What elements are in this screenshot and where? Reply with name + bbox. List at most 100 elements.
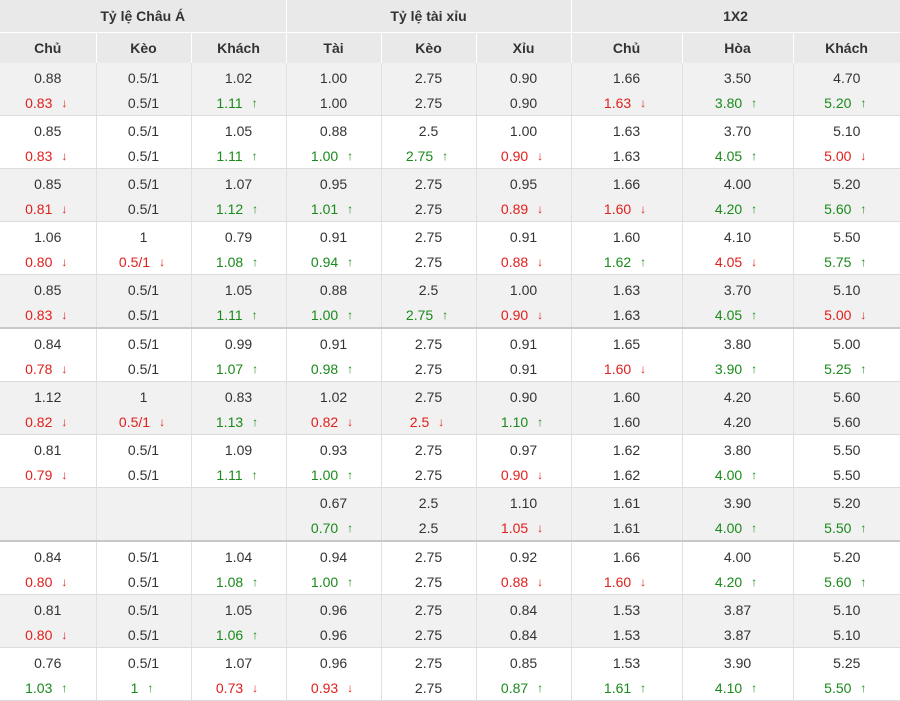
table-row-live: 0.83 ↓ 0.5/1 1.11 ↑ 1.00 2.75 0.90 1.63 ↓ 3.80 ↑ 5.2… bbox=[0, 90, 900, 116]
opening-odds-draw: 4.10 bbox=[682, 221, 794, 249]
odds-value: 1.01 bbox=[310, 200, 339, 217]
opening-odds-draw: 3.80 bbox=[682, 434, 794, 462]
odds-change: 0.80 ↓ bbox=[25, 574, 70, 590]
odds-change: 2.75 bbox=[415, 254, 442, 270]
table-row-live: 0.79 ↓ 0.5/1 1.11 ↑ 1.00 ↑ 2.75 0.90 ↓ 1.62 4.00 ↑ 5.… bbox=[0, 462, 900, 488]
odds-value: 5.50 bbox=[833, 466, 861, 483]
odds-value: 4.20 bbox=[723, 413, 752, 430]
odds-change: 2.75 ↑ bbox=[406, 307, 451, 323]
opening-odds-over: 0.96 bbox=[286, 594, 382, 622]
odds-value: 1.66 bbox=[612, 175, 641, 192]
odds-value: 1.53 bbox=[612, 626, 641, 643]
arrow-down-icon: ↓ bbox=[438, 414, 445, 429]
live-odds-draw: 4.05 ↓ bbox=[682, 249, 794, 275]
odds-value: 4.05 bbox=[714, 147, 743, 164]
odds-value: 0.96 bbox=[319, 601, 348, 618]
odds-change: 1.63 bbox=[613, 307, 640, 323]
live-odds-handicap: 1 ↑ bbox=[96, 675, 192, 701]
odds-value: 0.96 bbox=[319, 626, 348, 643]
odds-change: 0.82 ↓ bbox=[25, 414, 70, 430]
table-row-opening: 1.06 1 0.79 0.91 2.75 0.91 1.60 4.10 5.50 bbox=[0, 221, 900, 249]
opening-odds-over: 0.96 bbox=[286, 647, 382, 675]
arrow-down-icon: ↓ bbox=[61, 307, 68, 322]
odds-change: 1.61 ↑ bbox=[604, 680, 649, 696]
arrow-up-icon: ↑ bbox=[61, 680, 68, 695]
opening-odds-home: 0.85 bbox=[0, 168, 97, 196]
odds-value: 3.90 bbox=[723, 654, 752, 671]
opening-odds-away: 1.09 bbox=[191, 434, 287, 462]
odds-value: 5.10 bbox=[833, 281, 861, 298]
odds-change: 0.94 ↑ bbox=[311, 254, 356, 270]
odds-change: 2.75 bbox=[415, 574, 442, 590]
live-odds-over: 0.94 ↑ bbox=[286, 249, 382, 275]
odds-value: 5.00 bbox=[833, 335, 861, 352]
odds-value: 1 bbox=[130, 679, 139, 696]
odds-change: 1.05 ↓ bbox=[501, 520, 546, 536]
live-odds-draw: 4.10 ↑ bbox=[682, 675, 794, 701]
odds-value: 0.97 bbox=[509, 441, 538, 458]
odds-value: 5.00 bbox=[824, 306, 852, 323]
odds-change: 0.82 ↓ bbox=[311, 414, 356, 430]
live-odds-away: 1.07 ↑ bbox=[191, 356, 287, 382]
col-header-under: Xỉu bbox=[476, 32, 572, 63]
opening-odds-1x2-home: 1.65 bbox=[571, 327, 683, 356]
odds-value: 3.70 bbox=[723, 122, 752, 139]
odds-value: 0.81 bbox=[34, 601, 62, 618]
opening-odds-away: 0.99 bbox=[191, 327, 287, 356]
odds-value: 3.80 bbox=[723, 335, 752, 352]
arrow-up-icon: ↑ bbox=[537, 414, 544, 429]
opening-odds-draw: 3.87 bbox=[682, 594, 794, 622]
live-odds-total-line: 2.5 bbox=[381, 515, 477, 542]
opening-odds-under: 0.90 bbox=[476, 63, 572, 90]
col-header-draw: Hòa bbox=[682, 32, 794, 63]
odds-value: 0.70 bbox=[310, 519, 339, 536]
opening-odds-handicap: 1 bbox=[96, 381, 192, 409]
opening-odds-over: 0.91 bbox=[286, 221, 382, 249]
table-row-live: 0.80 ↓ 0.5/1 1.06 ↑ 0.96 2.75 0.84 1.53 3.87 5.10 bbox=[0, 622, 900, 648]
odds-value: 0.5/1 bbox=[127, 548, 160, 565]
odds-value: 1.62 bbox=[612, 441, 641, 458]
odds-change: 5.50 ↑ bbox=[824, 680, 869, 696]
odds-value: 1.00 bbox=[310, 573, 339, 590]
odds-value: 4.10 bbox=[723, 228, 752, 245]
arrow-down-icon: ↓ bbox=[537, 148, 544, 163]
live-odds-1x2-away: 5.25 ↑ bbox=[793, 356, 900, 382]
odds-value: 1.06 bbox=[34, 228, 62, 245]
odds-value: 1.60 bbox=[603, 573, 632, 590]
odds-value: 5.60 bbox=[824, 573, 852, 590]
live-odds-1x2-away: 5.00 ↓ bbox=[793, 302, 900, 329]
odds-value: 0.79 bbox=[224, 228, 253, 245]
opening-odds-total-line: 2.75 bbox=[381, 168, 477, 196]
live-odds-home: 0.80 ↓ bbox=[0, 569, 97, 595]
arrow-up-icon: ↑ bbox=[860, 680, 867, 695]
odds-change: 5.00 ↓ bbox=[824, 148, 869, 164]
odds-change: 5.75 ↑ bbox=[824, 254, 869, 270]
live-odds-over: 0.98 ↑ bbox=[286, 356, 382, 382]
odds-change: 0.93 ↓ bbox=[311, 680, 356, 696]
opening-odds-home: 0.85 bbox=[0, 115, 97, 143]
arrow-up-icon: ↑ bbox=[860, 201, 867, 216]
live-odds-total-line: 2.75 ↑ bbox=[381, 302, 477, 329]
odds-value: 0.84 bbox=[34, 548, 62, 565]
odds-change: 4.20 ↑ bbox=[715, 201, 760, 217]
arrow-down-icon: ↓ bbox=[860, 148, 867, 163]
opening-odds-total-line: 2.75 bbox=[381, 434, 477, 462]
odds-value: 2.75 bbox=[414, 200, 443, 217]
arrow-up-icon: ↑ bbox=[252, 627, 259, 642]
odds-value: 0.88 bbox=[500, 573, 529, 590]
live-odds-over: 0.82 ↓ bbox=[286, 409, 382, 435]
odds-value: 2.75 bbox=[414, 601, 443, 618]
opening-odds-1x2-home: 1.60 bbox=[571, 381, 683, 409]
opening-odds-1x2-home: 1.66 bbox=[571, 168, 683, 196]
odds-value: 4.00 bbox=[714, 466, 743, 483]
opening-odds-home: 0.81 bbox=[0, 434, 97, 462]
odds-value: 0.5/1 bbox=[127, 281, 160, 298]
odds-value: 0.85 bbox=[34, 122, 62, 139]
odds-value: 1.05 bbox=[500, 519, 529, 536]
odds-value: 3.70 bbox=[723, 281, 752, 298]
odds-value: 0.85 bbox=[34, 281, 62, 298]
odds-value: 0.94 bbox=[310, 253, 339, 270]
odds-change: 0.5/1 bbox=[128, 95, 159, 111]
odds-value: 0.95 bbox=[319, 175, 348, 192]
